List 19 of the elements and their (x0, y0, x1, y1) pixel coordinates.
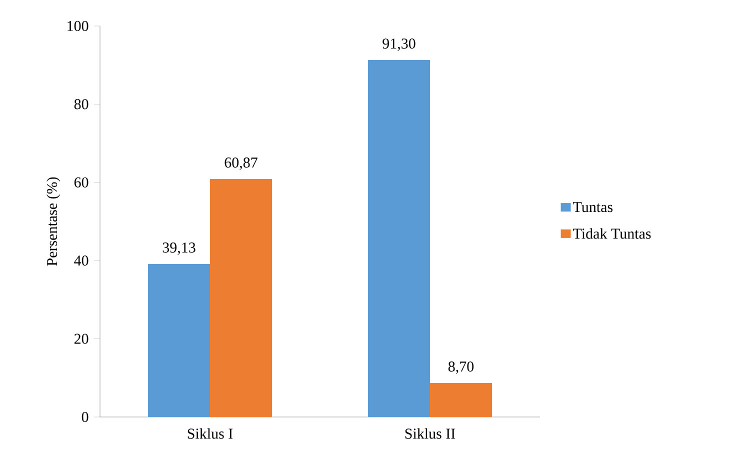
legend-label: Tidak Tuntas (573, 228, 651, 239)
bar (210, 178, 272, 417)
bar (148, 264, 210, 417)
y-axis-title: Persentase (%) (46, 177, 60, 266)
legend-label: Tuntas (573, 202, 613, 212)
bar (368, 60, 430, 417)
data-label: 39,13 (162, 242, 196, 255)
y-tick-label: 40 (74, 256, 88, 266)
y-tick-label: 100 (68, 20, 88, 32)
y-tick-label: 0 (82, 412, 88, 422)
x-tick-label: Siklus I (188, 428, 233, 439)
x-tick-label: Siklus II (405, 428, 456, 439)
data-label: 91,30 (382, 38, 416, 51)
data-label: 8,70 (448, 361, 474, 374)
y-tick-label: 80 (74, 99, 88, 110)
y-tick-label: 20 (74, 334, 88, 344)
y-tick-label: 60 (74, 177, 88, 188)
bar (430, 382, 492, 417)
data-label: 60,87 (224, 158, 258, 170)
